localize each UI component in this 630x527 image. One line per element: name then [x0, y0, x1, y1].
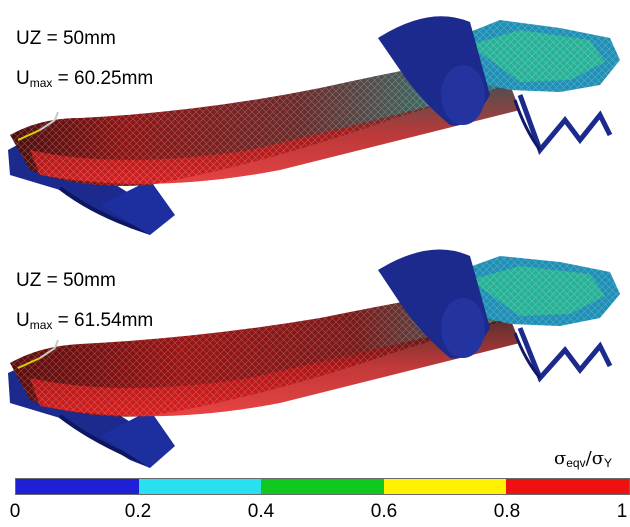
- colorbar-ticks: 0 0.2 0.4 0.6 0.8 1: [0, 501, 630, 525]
- legend-title: σeqv/σY: [553, 448, 612, 470]
- umax-label: Umax = 61.54mm: [16, 310, 154, 332]
- umax-label: Umax = 60.25mm: [16, 68, 154, 90]
- left-cylinder-support: [100, 180, 175, 235]
- coordinate-triad-icon: [17, 111, 59, 141]
- colorbar-tick-label: 0: [9, 501, 21, 522]
- uz-label: UZ = 50mm: [16, 28, 116, 49]
- fea-panel-bottom: UZ = 50mm Umax = 61.54mm: [0, 238, 630, 483]
- colorbar-tick-label: 0.8: [493, 501, 521, 522]
- uz-label: UZ = 50mm: [16, 270, 116, 291]
- colorbar-tick-label: 0.4: [247, 501, 275, 522]
- left-cylinder-support: [100, 410, 175, 468]
- colorbar-segment: [138, 479, 262, 494]
- colorbar-tick-label: 1: [616, 501, 628, 522]
- deformed-beam-model-bottom: [8, 249, 620, 468]
- right-end-clips: [517, 327, 613, 383]
- stress-colorbar: [15, 478, 630, 495]
- coordinate-triad-icon: [17, 339, 59, 369]
- colorbar-tick-label: 0.6: [370, 501, 398, 522]
- colorbar-segment: [383, 479, 507, 494]
- right-end-clips: [517, 94, 613, 155]
- colorbar-segment: [506, 479, 629, 494]
- deformed-beam-model-top: [8, 16, 620, 235]
- fea-panel-top: UZ = 50mm Umax = 60.25mm: [0, 0, 630, 245]
- colorbar-tick-label: 0.2: [124, 501, 152, 522]
- colorbar-segment: [261, 479, 384, 494]
- colorbar-segment: [16, 479, 139, 494]
